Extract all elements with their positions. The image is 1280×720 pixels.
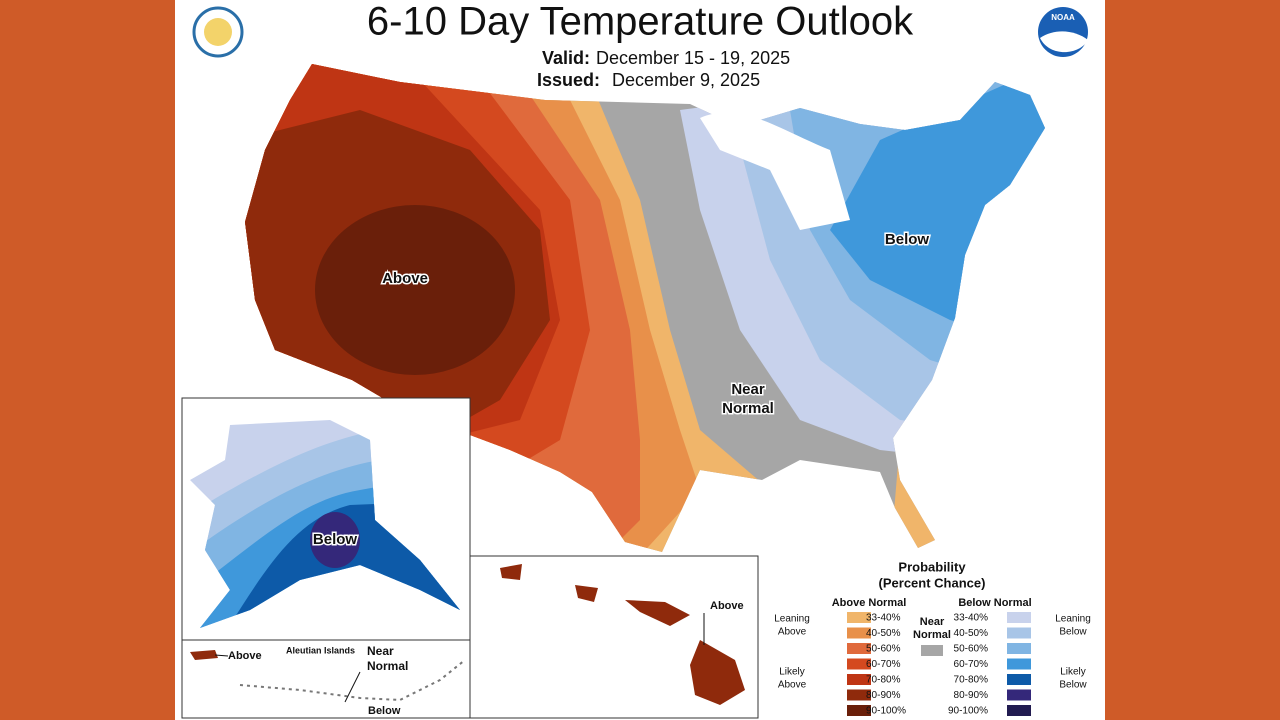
legend-heading: Above Normal <box>832 597 907 609</box>
aleutian-inset <box>181 639 471 719</box>
legend-range: 50-60% <box>954 644 989 655</box>
legend-range: 33-40% <box>954 613 989 624</box>
legend-swatch <box>847 612 871 623</box>
region-label: Above <box>382 270 428 287</box>
legend-swatch <box>847 705 871 716</box>
inset-title: Aleutian Islands <box>286 645 355 655</box>
region-label: Above <box>228 650 262 662</box>
legend-heading: Near <box>920 616 945 628</box>
legend-range: 80-90% <box>866 690 901 701</box>
legend-swatch <box>1007 658 1031 670</box>
legend-range: 90-100% <box>866 706 906 717</box>
island <box>575 585 598 602</box>
legend-group: Likely <box>1060 667 1086 678</box>
region-label: Below <box>313 531 358 548</box>
legend-group: Above <box>778 680 807 691</box>
legend-swatch <box>1007 674 1031 685</box>
legend-swatch <box>847 658 871 670</box>
issued-date: December 9, 2025 <box>612 70 760 90</box>
legend-range: 60-70% <box>866 659 901 670</box>
region-label: Normal <box>722 400 774 417</box>
legend-range: 90-100% <box>948 706 988 717</box>
legend-swatch <box>1007 705 1031 716</box>
valid-dates: December 15 - 19, 2025 <box>596 48 790 68</box>
region-label: Near <box>731 381 765 398</box>
region-label: Near <box>367 644 394 658</box>
title: 6-10 Day Temperature Outlook <box>367 0 914 44</box>
island <box>690 640 745 705</box>
region-label: Normal <box>367 659 408 673</box>
legend-rows: 33-40% 40-50% 50-60% 60-70% 70-80% 80-90% 90-1… <box>847 612 1031 717</box>
region-label: Below <box>885 231 930 248</box>
pointer <box>344 671 361 703</box>
legend-range: 80-90% <box>954 690 989 701</box>
noaa-logo-wave <box>1040 31 1088 53</box>
legend-group: Likely <box>779 667 805 678</box>
island <box>500 564 522 580</box>
aleutian-island <box>190 650 218 660</box>
valid-label: Valid: <box>542 48 590 68</box>
legend-heading: Normal <box>913 629 951 641</box>
legend-title: Probability <box>898 559 966 574</box>
legend-swatch <box>1007 627 1031 639</box>
great-lakes <box>700 112 850 230</box>
legend-swatch <box>847 627 871 639</box>
legend-heading: Below Normal <box>958 597 1031 609</box>
above-core <box>315 205 515 375</box>
pointer <box>214 654 229 657</box>
issued-label: Issued: <box>537 70 600 90</box>
legend-range: 40-50% <box>954 628 989 639</box>
legend-swatch <box>1007 612 1031 623</box>
region-label: Above <box>710 600 744 612</box>
aleutian-islands <box>239 659 466 702</box>
legend-group: Leaning <box>774 614 810 625</box>
legend-range: 60-70% <box>954 659 989 670</box>
legend-range: 33-40% <box>866 613 901 624</box>
legend-swatch <box>1007 643 1031 654</box>
legend-group: Below <box>1059 680 1087 691</box>
legend-range: 70-80% <box>866 675 901 686</box>
legend-range: 40-50% <box>866 628 901 639</box>
region-label: Below <box>368 705 401 717</box>
noaa-logo-text: NOAA <box>1051 13 1075 22</box>
legend-range: 70-80% <box>954 675 989 686</box>
legend-group: Below <box>1059 627 1087 638</box>
legend-swatch <box>847 643 871 654</box>
legend-swatch <box>847 689 871 701</box>
island <box>625 600 690 626</box>
legend-swatch <box>921 645 943 656</box>
hawaii-islands <box>500 564 745 705</box>
legend-swatch <box>847 674 871 685</box>
legend-range: 50-60% <box>866 644 901 655</box>
legend-swatch <box>1007 689 1031 701</box>
legend-group: Leaning <box>1055 614 1091 625</box>
doc-seal-center <box>204 18 232 46</box>
legend-group: Above <box>778 627 807 638</box>
legend-subtitle: (Percent Chance) <box>879 575 986 590</box>
below-core <box>310 512 360 568</box>
